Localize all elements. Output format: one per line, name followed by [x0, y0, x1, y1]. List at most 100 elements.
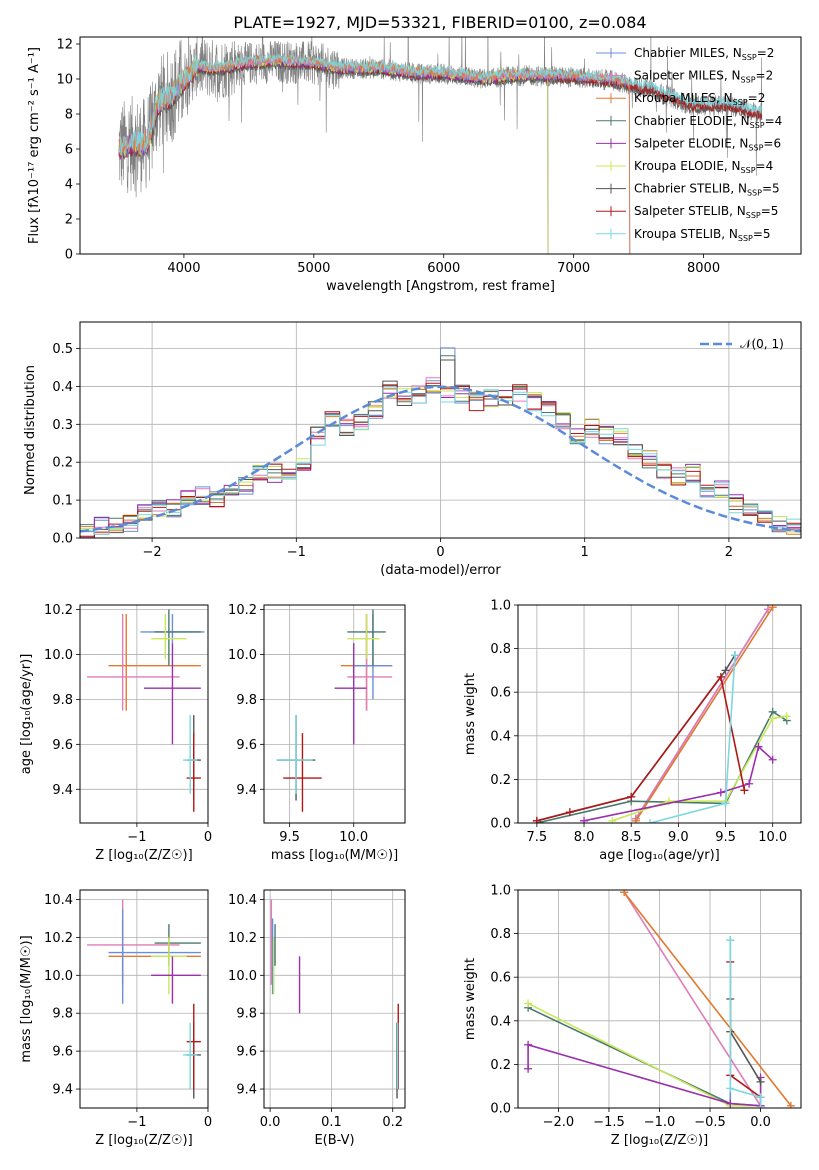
y-tick-label: 9.6 — [52, 738, 73, 753]
axes-mass_vs_Z: −1 0 9.4 9.6 9.8 10.0 10.2 10.4 Z [log₁₀(Z/Z☉)] m… — [19, 889, 212, 1148]
errorbar-point-salpeter_elodie — [144, 643, 201, 745]
series-marker — [646, 819, 655, 823]
x-tick-label: 7.5 — [527, 830, 548, 845]
legend-item: Kroupa MILES, NSSP=2 — [596, 91, 765, 107]
legend-label: Chabrier STELIB, NSSP=5 — [634, 182, 780, 198]
x-axis-label: E(B-V) — [314, 1133, 354, 1148]
weight-series-salpeter_miles — [631, 605, 772, 823]
series-line — [635, 606, 774, 822]
weight-series-kroupa_stelib — [646, 651, 739, 823]
y-tick-label: 0.4 — [52, 380, 73, 395]
x-tick-label: 10.0 — [339, 830, 368, 845]
legend-subscript: SSP — [747, 189, 762, 198]
frame-age_vs_mass: 9.5 10.0 9.4 9.6 9.8 10.0 10.2 mass [log₁₀(M/M☉… — [228, 603, 406, 863]
y-tick-label: 6 — [65, 143, 73, 158]
y-tick-label: 9.4 — [52, 783, 73, 798]
legend-count: =2 — [756, 69, 774, 83]
legend-text: Chabrier STELIB, N — [634, 182, 747, 196]
x-tick-label: 6000 — [427, 261, 460, 276]
y-axis-label: mass weight — [463, 673, 478, 755]
legend-text: Kroupa MILES, N — [634, 91, 733, 105]
y-tick-label: 10.2 — [228, 931, 257, 946]
series-marker — [716, 788, 725, 797]
frame-mass_vs_EBV: 0.0 0.1 0.2 9.4 9.6 9.8 10.0 10.2 10.4 E(B-V) — [228, 889, 406, 1148]
legend-subscript: SSP — [741, 76, 756, 85]
x-tick-label: 9.5 — [715, 830, 736, 845]
errorbar-point-kroupa_elodie — [151, 613, 187, 659]
y-tick-label: 9.4 — [236, 783, 257, 798]
legend-item: Chabrier ELODIE, NSSP=4 — [596, 114, 782, 130]
axes-frame — [79, 36, 802, 255]
errorbar-point-kroupa_stelib — [183, 1022, 198, 1090]
y-axis-label: age [log₁₀(age/yr)] — [19, 654, 34, 775]
axes-frame — [79, 604, 209, 824]
legend-count: =2 — [748, 91, 766, 105]
errorbar-point-chabrier_miles — [108, 908, 201, 1004]
legend-item: Kroupa ELODIE, NSSP=4 — [596, 159, 773, 175]
axes-frame — [263, 889, 406, 1109]
legend-count: =5 — [753, 227, 771, 241]
y-tick-label: 0.0 — [490, 1102, 511, 1117]
legend-item: Chabrier STELIB, NSSP=5 — [596, 182, 780, 198]
y-tick-label: 9.6 — [236, 738, 257, 753]
x-axis-label: Z [log₁₀(Z/Z☉)] — [95, 848, 192, 863]
y-tick-label: 10.2 — [228, 603, 257, 618]
model-spectrum-salpeter_miles — [118, 55, 631, 254]
y-tick-label: 9.4 — [52, 1083, 73, 1098]
weight-series-kroupa_stelib — [726, 936, 765, 1108]
plot-area-residuals — [80, 347, 801, 538]
axes-frame — [79, 889, 209, 1109]
errorbar-point-kroupa_stelib — [183, 715, 198, 794]
y-tick-label: 1.0 — [490, 599, 511, 614]
y-tick-label: 12 — [56, 38, 73, 53]
y-tick-label: 0.6 — [490, 971, 511, 986]
legend-label: 𝒩(0, 1) — [740, 337, 784, 351]
x-tick-label: 8.0 — [574, 830, 595, 845]
legend-subscript: SSP — [741, 166, 756, 175]
errorbar-point-kroupa_stelib — [276, 715, 313, 794]
x-tick-label: −1 — [127, 830, 146, 845]
y-tick-label: 4 — [65, 178, 73, 193]
series-line — [623, 891, 792, 1107]
series-marker — [631, 816, 640, 823]
legend-item: Chabrier MILES, NSSP=2 — [596, 46, 774, 62]
plot-area-weight_vs_Z — [524, 890, 795, 1108]
x-axis-label: mass [log₁₀(M/M☉)] — [271, 848, 398, 863]
grid-age_vs_Z — [80, 605, 209, 823]
errorbar-point-salpeter_miles — [87, 613, 180, 711]
legend-label: Salpeter ELODIE, NSSP=6 — [634, 136, 781, 152]
series-marker — [565, 808, 574, 817]
axes-age_vs_Z: −1 0 9.4 9.6 9.8 10.0 10.2 Z [log₁₀(Z/Z☉)] age [… — [19, 603, 212, 863]
errorbar-point-salpeter_stelib — [186, 733, 201, 812]
histogram-kroupa_stelib — [80, 387, 801, 538]
frame-residuals: −2 −1 0 1 2 0.0 0.1 0.2 0.3 0.4 0.5 (data-model)/er… — [23, 321, 802, 578]
x-tick-label: 0 — [204, 1115, 212, 1130]
series-marker — [768, 605, 777, 612]
frame-weight_vs_Z: −2.0 −1.5 −1.0 −0.5 0.0 0.0 0.2 0.4 0.6 0.8 1.0 Z [… — [463, 884, 802, 1148]
x-tick-label: 10.0 — [758, 830, 787, 845]
series-marker — [721, 799, 730, 808]
x-tick-label: 4000 — [167, 261, 200, 276]
y-tick-label: 1.0 — [490, 884, 511, 899]
legend-item: Kroupa STELIB, NSSP=5 — [596, 227, 771, 243]
x-tick-label: 0.0 — [260, 1115, 281, 1130]
x-tick-label: 7000 — [557, 261, 590, 276]
y-tick-label: 0.1 — [52, 494, 73, 509]
errorbar-point-salpeter_miles — [87, 899, 180, 985]
y-tick-label: 9.6 — [52, 1045, 73, 1060]
series-marker — [756, 1093, 765, 1102]
series-marker — [768, 755, 777, 764]
legend-label: Chabrier ELODIE, NSSP=4 — [634, 114, 782, 130]
y-tick-label: 2 — [65, 213, 73, 228]
weight-series-kroupa_miles — [631, 605, 777, 823]
series-line — [729, 940, 762, 1108]
plot-area-weight_vs_age — [532, 605, 791, 823]
weight-series-salpeter_miles — [620, 890, 765, 1108]
x-tick-label: 2 — [725, 545, 733, 560]
plot-area-age_vs_mass — [276, 609, 393, 812]
y-axis-label: Normed distribution — [23, 365, 38, 495]
y-tick-label: 9.6 — [236, 1045, 257, 1060]
series-marker — [532, 816, 541, 823]
series-line — [729, 999, 762, 1083]
